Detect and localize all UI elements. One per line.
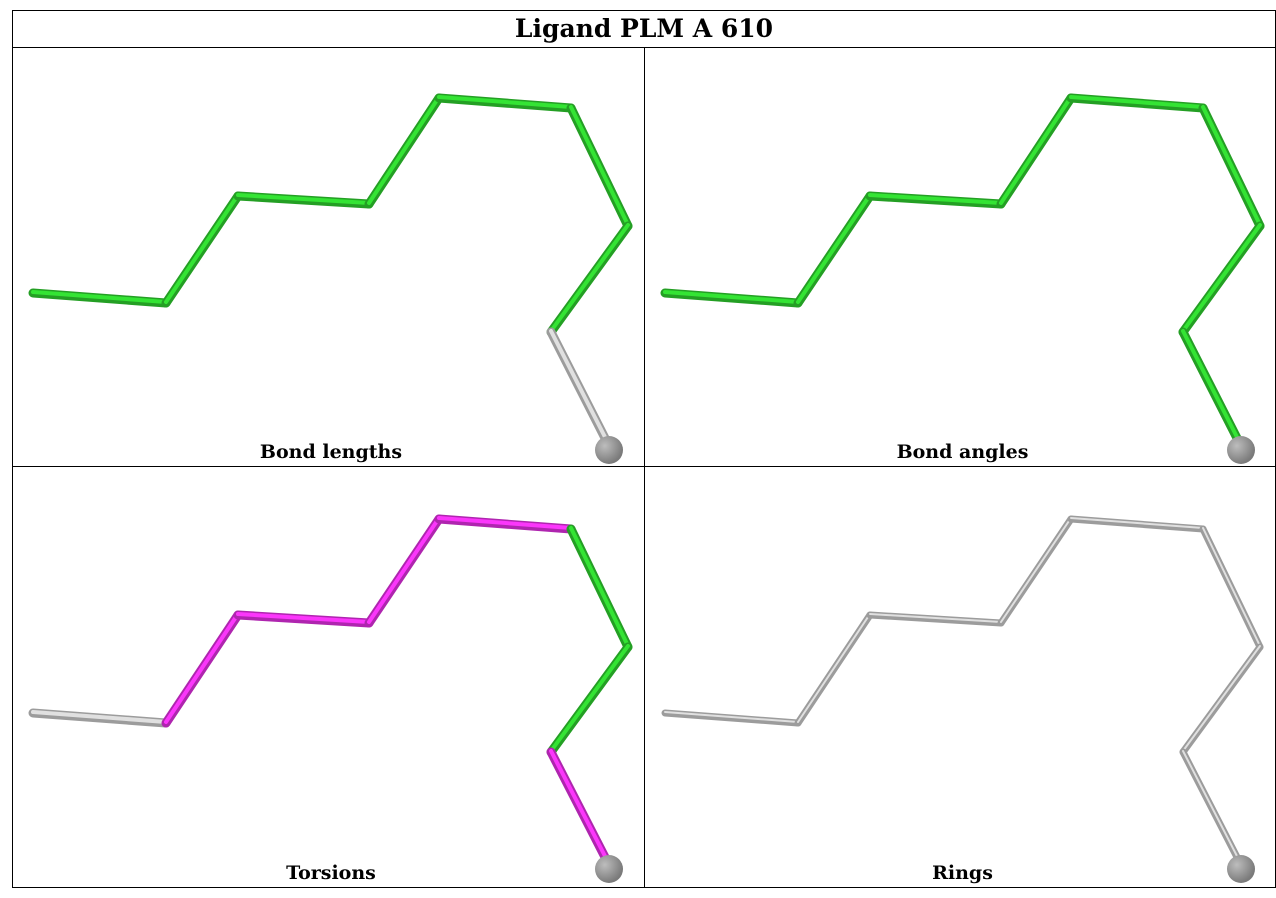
- bond-segment: [866, 611, 1004, 627]
- panel-caption: Bond angles: [896, 441, 1029, 463]
- bond-segment: [434, 93, 576, 113]
- panel-body: Torsions: [13, 467, 649, 887]
- bond-segment: [996, 93, 1075, 209]
- terminal-atom: [1226, 855, 1255, 883]
- bond-segment: [1066, 93, 1207, 113]
- ligand-structure-bond-angles: [660, 93, 1264, 464]
- terminal-atom: [595, 855, 623, 883]
- bond-segment: [660, 288, 802, 308]
- bond-segment: [364, 93, 444, 209]
- bond-segment: [1199, 525, 1263, 651]
- panel-bond-angles: Bond angles: [643, 47, 1276, 467]
- panel-grid: Ligand PLM A 610 Bond lengths Bond angle…: [12, 10, 1276, 888]
- figure-title: Ligand PLM A 610: [12, 10, 1276, 48]
- bond-segment: [997, 515, 1074, 627]
- ligand-structure-torsions: [28, 514, 633, 883]
- bond-segment: [546, 221, 633, 337]
- bond-segment: [1198, 103, 1264, 231]
- bond-segment: [546, 747, 612, 866]
- bond-segment: [161, 610, 243, 728]
- figure: Ligand PLM A 610 Bond lengths Bond angle…: [12, 10, 1276, 898]
- bond-segment: [865, 191, 1005, 209]
- bond-segment: [1067, 515, 1206, 533]
- bond-segment: [566, 103, 633, 231]
- bond-segment: [1179, 643, 1263, 756]
- terminal-atom: [1226, 436, 1255, 464]
- bond-segment: [364, 514, 444, 628]
- panel-bond-lengths: Bond lengths: [12, 47, 645, 467]
- panel-body: Bond lengths: [13, 48, 649, 466]
- bond-segment: [661, 709, 801, 727]
- bond-segment: [794, 611, 873, 727]
- bond-segment: [233, 610, 374, 628]
- ligand-structure-bond-lengths: [28, 93, 633, 464]
- bond-segment: [793, 191, 874, 308]
- bond-segment: [1178, 221, 1264, 337]
- bond-segment: [434, 514, 576, 534]
- panel-rings: Rings: [643, 466, 1276, 888]
- bond-segment: [28, 708, 171, 728]
- bond-segment: [546, 642, 633, 757]
- panel-body: Rings: [645, 467, 1276, 887]
- bond-segment: [28, 288, 171, 308]
- panel-caption: Torsions: [286, 862, 376, 884]
- bond-segment: [566, 524, 633, 652]
- panel-body: Bond angles: [645, 48, 1276, 466]
- terminal-atom: [595, 436, 623, 464]
- bond-segment: [161, 191, 243, 308]
- bond-segment: [233, 191, 374, 209]
- bond-segment: [1179, 748, 1242, 865]
- panel-caption: Bond lengths: [259, 441, 403, 463]
- bond-segment: [1178, 327, 1243, 447]
- ligand-structure-rings: [661, 515, 1263, 883]
- bond-segment: [546, 327, 612, 447]
- panel-caption: Rings: [932, 862, 993, 884]
- panel-torsions: Torsions: [12, 466, 645, 888]
